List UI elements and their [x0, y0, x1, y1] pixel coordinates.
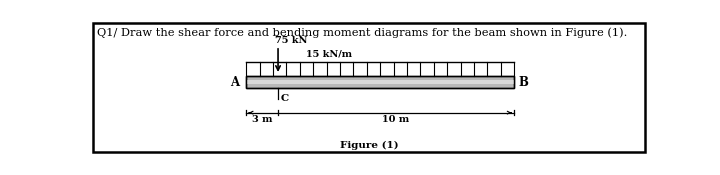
Text: B: B — [518, 76, 528, 89]
Text: A: A — [230, 76, 240, 89]
Text: 10 m: 10 m — [382, 115, 410, 124]
Text: 3 m: 3 m — [252, 115, 272, 124]
Bar — [246, 76, 514, 88]
Text: 75 kN: 75 kN — [275, 36, 307, 45]
Bar — [246, 80, 514, 84]
Text: Q1/ Draw the shear force and bending moment diagrams for the beam shown in Figur: Q1/ Draw the shear force and bending mom… — [96, 28, 627, 38]
Bar — [246, 76, 514, 88]
Text: 15 kN/m: 15 kN/m — [306, 49, 352, 58]
Text: Figure (1): Figure (1) — [340, 141, 398, 150]
Text: C: C — [281, 94, 289, 103]
